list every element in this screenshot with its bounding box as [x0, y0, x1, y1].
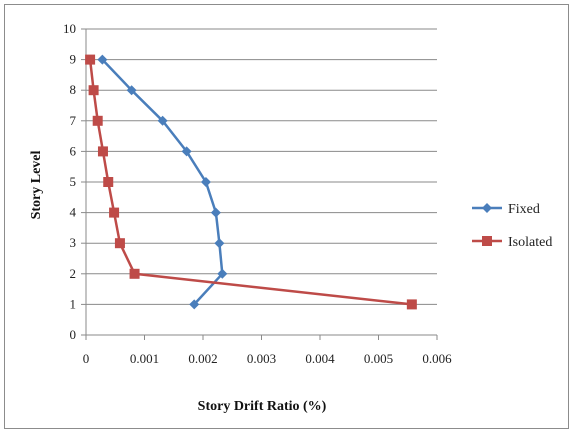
data-point-fixed-story-9 [97, 54, 108, 65]
x-tick-label-0.004: 0.004 [305, 351, 335, 366]
data-point-isolated-story-4 [109, 207, 120, 218]
data-point-fixed-story-8 [126, 85, 137, 96]
chart-frame [4, 4, 569, 429]
data-point-isolated-story-8 [88, 85, 99, 96]
gridlines [86, 28, 437, 305]
data-point-fixed-story-3 [214, 238, 225, 249]
data-point-fixed-story-4 [210, 207, 221, 218]
x-axis-title: Story Drift Ratio (%) [198, 399, 327, 414]
data-point-fixed-story-1 [189, 299, 200, 310]
y-tick-label-1: 1 [70, 296, 77, 311]
x-tick-label-0.003: 0.003 [247, 351, 276, 366]
legend-marker-isolated [482, 236, 492, 246]
x-tick-label-0.006: 0.006 [422, 351, 452, 366]
data-point-isolated-story-3 [114, 238, 125, 249]
y-tick-label-8: 8 [70, 82, 77, 97]
data-point-fixed-story-7 [157, 115, 168, 126]
y-tick-label-6: 6 [70, 143, 77, 158]
data-point-isolated-story-6 [97, 146, 108, 157]
x-tick-label-0.001: 0.001 [130, 351, 159, 366]
data-point-isolated-story-1 [406, 299, 417, 310]
x-tick-labels: 0 0.001 0.002 0.003 0.004 0.005 0.006 [83, 351, 452, 366]
axes [81, 28, 438, 340]
y-tick-label-0: 0 [70, 327, 77, 342]
data-point-isolated-story-7 [92, 115, 103, 126]
legend-marker-fixed [482, 203, 492, 213]
y-tick-labels: 0 1 2 3 4 5 6 7 8 9 10 [63, 21, 77, 342]
data-point-fixed-story-6 [181, 146, 192, 157]
y-tick-label-10: 10 [63, 21, 76, 36]
y-tick-label-2: 2 [70, 266, 77, 281]
legend-label-isolated: Isolated [508, 235, 552, 250]
series-layer [85, 54, 417, 310]
y-tick-label-9: 9 [70, 52, 77, 67]
data-point-isolated-story-2 [129, 268, 140, 279]
y-axis-title: Story Level [29, 150, 44, 219]
y-tick-label-7: 7 [70, 113, 77, 128]
y-tick-label-3: 3 [70, 235, 77, 250]
x-tick-label-0.005: 0.005 [364, 351, 393, 366]
data-point-isolated-story-9 [85, 54, 96, 65]
y-tick-label-4: 4 [70, 205, 77, 220]
y-tick-label-5: 5 [70, 174, 77, 189]
x-tick-label-0: 0 [83, 351, 90, 366]
legend: Fixed Isolated [472, 202, 552, 250]
data-point-isolated-story-5 [103, 177, 114, 187]
data-point-fixed-story-5 [200, 177, 211, 187]
x-tick-label-0.002: 0.002 [188, 351, 217, 366]
legend-label-fixed: Fixed [508, 202, 540, 217]
data-point-fixed-story-2 [217, 268, 228, 279]
